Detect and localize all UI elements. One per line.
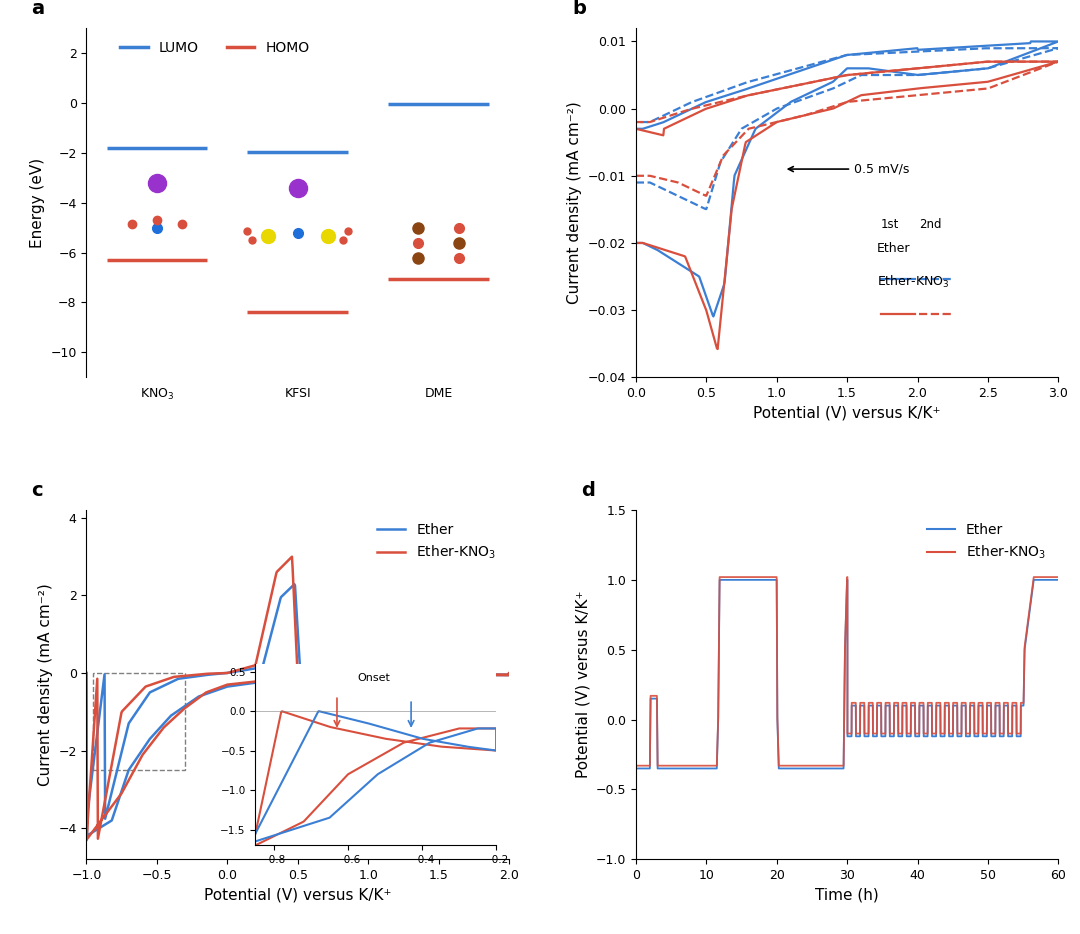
Text: d: d bbox=[581, 481, 595, 500]
Y-axis label: Current density (mA cm⁻²): Current density (mA cm⁻²) bbox=[567, 101, 582, 304]
Y-axis label: Current density (mA cm⁻²): Current density (mA cm⁻²) bbox=[38, 583, 53, 786]
X-axis label: Potential (V) versus K/K⁺: Potential (V) versus K/K⁺ bbox=[204, 887, 391, 902]
Text: c: c bbox=[31, 481, 43, 500]
Text: Ether: Ether bbox=[877, 242, 910, 255]
Text: 2nd: 2nd bbox=[919, 218, 942, 231]
X-axis label: Time (h): Time (h) bbox=[815, 887, 879, 902]
Text: 1st: 1st bbox=[881, 218, 900, 231]
Y-axis label: Potential (V) versus K/K⁺: Potential (V) versus K/K⁺ bbox=[575, 591, 590, 778]
Text: 0.5 mV/s: 0.5 mV/s bbox=[788, 163, 909, 176]
Text: a: a bbox=[31, 0, 44, 18]
X-axis label: Potential (V) versus K/K⁺: Potential (V) versus K/K⁺ bbox=[754, 405, 941, 420]
Legend: LUMO, HOMO: LUMO, HOMO bbox=[114, 35, 315, 60]
Text: b: b bbox=[572, 0, 586, 18]
Legend: Ether, Ether-KNO$_3$: Ether, Ether-KNO$_3$ bbox=[921, 517, 1052, 566]
Legend: Ether, Ether-KNO$_3$: Ether, Ether-KNO$_3$ bbox=[372, 517, 502, 566]
Y-axis label: Energy (eV): Energy (eV) bbox=[30, 158, 44, 248]
Bar bbox=[94, 673, 185, 770]
Text: Ether-KNO$_3$: Ether-KNO$_3$ bbox=[877, 274, 949, 290]
